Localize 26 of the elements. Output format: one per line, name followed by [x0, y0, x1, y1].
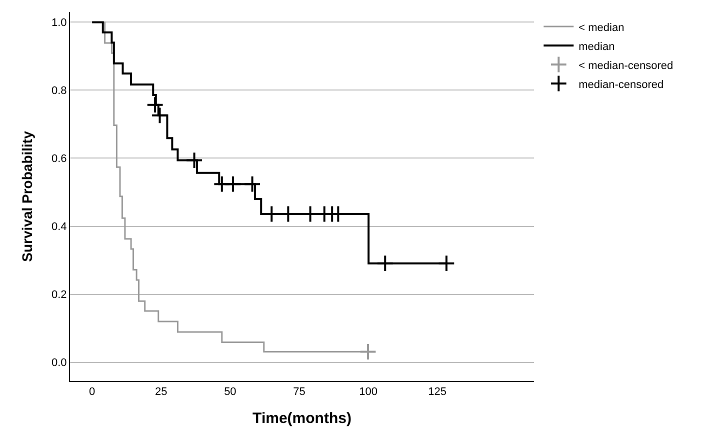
point: [151, 106, 168, 124]
x-tick-label: 100: [359, 386, 378, 398]
point: [438, 254, 456, 272]
y-tick-label: 0.8: [52, 85, 67, 98]
y-tick-label: 1.0: [52, 17, 67, 30]
y-tick-label: 0.6: [52, 153, 67, 166]
x-tick-label: 50: [224, 386, 236, 398]
point: [359, 343, 377, 360]
y-tick-label: 0.4: [52, 221, 67, 234]
point: [224, 175, 242, 193]
point: [146, 96, 164, 114]
y-tick-label: 0.0: [52, 357, 67, 370]
point: [244, 175, 261, 193]
x-tick-label: 25: [155, 386, 168, 398]
x-tick-label: 75: [293, 386, 306, 398]
y-axis-title: Survival Probability: [19, 130, 36, 262]
legend-label: < median: [578, 22, 624, 34]
point: [186, 152, 203, 169]
point: [376, 254, 394, 272]
x-axis-title: Time(months): [252, 410, 352, 428]
x-tick-label: 0: [89, 386, 96, 398]
legend-label: < median-censored: [578, 60, 674, 72]
legend-label: median: [578, 40, 615, 53]
x-tick-label: 125: [428, 386, 447, 398]
y-tick-label: 0.2: [52, 289, 67, 302]
legend-label: median-censored: [578, 78, 664, 91]
